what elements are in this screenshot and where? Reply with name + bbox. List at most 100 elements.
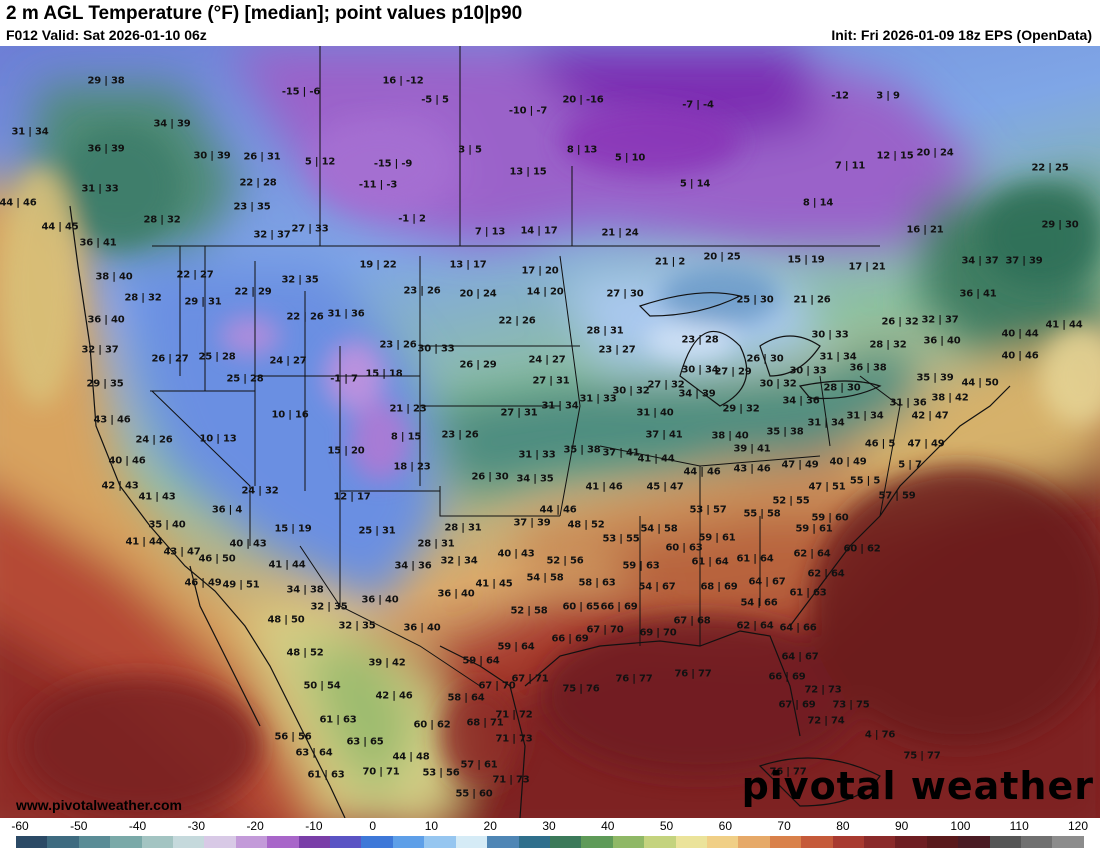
colorbar-swatch	[769, 836, 802, 848]
point-value: 62 | 64	[736, 620, 774, 632]
point-value: 24 | 32	[241, 485, 279, 497]
point-value: 28 | 31	[586, 325, 624, 337]
point-value: 24 | 27	[269, 355, 307, 367]
point-value: 48 | 50	[267, 614, 305, 626]
point-value: 32 | 35	[281, 274, 319, 286]
point-value: 55 | 5	[849, 475, 881, 487]
point-value: 37 | 39	[513, 517, 551, 529]
point-value: 7 | 13	[474, 226, 506, 238]
point-value: 34 | 36	[782, 395, 820, 407]
point-value: 12 | 17	[333, 491, 371, 503]
point-value: 46 | 5	[864, 438, 896, 450]
point-value: 56 | 56	[274, 731, 312, 743]
colorbar-swatch	[1021, 836, 1053, 848]
point-value: 26 | 27	[151, 353, 189, 365]
point-value: 69 | 70	[639, 627, 677, 639]
website-label[interactable]: www.pivotalweather.com	[16, 797, 182, 813]
point-value: 54 | 66	[740, 597, 778, 609]
point-value: 36 | 4	[211, 504, 243, 516]
colorbar-tick: 90	[894, 819, 909, 833]
point-value: 60 | 62	[413, 719, 451, 731]
point-value: 59 | 63	[622, 560, 660, 572]
point-value: 71 | 73	[492, 774, 530, 786]
point-value: 57 | 59	[878, 490, 916, 502]
point-value: 76 | 77	[769, 766, 807, 778]
point-value: 70 | 71	[362, 766, 400, 778]
colorbar-swatch	[141, 836, 174, 848]
colorbar-tick: 0	[369, 819, 376, 833]
point-value: 14 | 17	[520, 225, 558, 237]
init-time: Init: Fri 2026-01-09 18z EPS (OpenData)	[831, 27, 1092, 43]
point-value: 5 | 14	[679, 178, 711, 190]
point-value: 5 | 12	[304, 156, 336, 168]
point-value: 28 | 30	[823, 382, 861, 394]
colorbar-swatch	[47, 836, 79, 848]
point-value: 24 | 26	[135, 434, 173, 446]
point-value: 47 | 49	[781, 459, 819, 471]
point-value: 8 | 15	[390, 431, 422, 443]
point-value: 34 | 39	[678, 388, 716, 400]
point-value: 43 | 47	[163, 546, 201, 558]
point-value: 38 | 40	[95, 271, 133, 283]
point-value: 49 | 51	[222, 579, 260, 591]
point-value: 17 | 20	[521, 265, 559, 277]
point-value: 8 | 14	[802, 197, 834, 209]
point-value: 23 | 26	[379, 339, 417, 351]
point-value: 23 | 26	[441, 429, 479, 441]
point-value: 31 | 34	[846, 410, 884, 422]
point-value: 5 | 7	[898, 459, 922, 471]
colorbar-swatch	[173, 836, 205, 848]
colorbar-swatch	[675, 836, 707, 848]
point-value: 54 | 58	[526, 572, 564, 584]
point-value: 15 | 18	[365, 368, 403, 380]
point-value: 21 | 23	[389, 403, 427, 415]
point-value: 36 | 40	[403, 622, 441, 634]
colorbar-swatch	[706, 836, 739, 848]
point-value: 27 | 29	[714, 366, 752, 378]
point-value: 62 | 64	[807, 568, 845, 580]
point-value: 40 | 43	[497, 548, 535, 560]
colorbar-tick: 20	[483, 819, 497, 833]
point-value: 34 | 39	[153, 118, 191, 130]
point-value: 31 | 33	[518, 449, 556, 461]
point-value: 18 | 23	[393, 461, 431, 473]
point-value: 32 | 37	[921, 314, 959, 326]
point-value: 76 | 77	[674, 668, 712, 680]
point-value: 55 | 60	[455, 788, 493, 800]
point-value: 54 | 58	[640, 523, 678, 535]
point-value: 13 | 17	[449, 259, 487, 271]
point-value: 8 | 13	[566, 144, 598, 156]
point-value: 40 | 43	[229, 538, 267, 550]
colorbar-tick: 40	[601, 819, 615, 833]
colorbar-swatch	[581, 836, 613, 848]
colorbar-tick: -60	[11, 819, 29, 833]
colorbar-swatch	[424, 836, 456, 848]
point-value: 34 | 36	[394, 560, 432, 572]
point-value: 36 | 41	[79, 237, 117, 249]
point-value: 31 | 36	[889, 397, 927, 409]
point-value: 10 | 16	[271, 409, 309, 421]
point-value: 36 | 38	[849, 362, 887, 374]
point-value: 20 | 24	[459, 288, 497, 300]
point-value: -1 | 7	[330, 373, 358, 385]
point-value: 64 | 66	[779, 622, 817, 634]
colorbar-swatch	[801, 836, 833, 848]
point-value: 52 | 58	[510, 605, 548, 617]
point-value: 53 | 57	[689, 504, 727, 516]
point-value: 39 | 41	[733, 443, 771, 455]
point-value: 67 | 68	[673, 615, 711, 627]
point-value: 25 | 28	[198, 351, 236, 363]
point-value: 40 | 44	[1001, 328, 1039, 340]
point-value: 71 | 72	[495, 709, 533, 721]
colorbar-swatch	[267, 836, 299, 848]
point-value: 64 | 67	[748, 576, 786, 588]
colorbar-tick: -30	[187, 819, 205, 833]
point-value: -10 | -7	[508, 105, 548, 117]
point-value: 4 | 76	[864, 729, 896, 741]
colorbar-swatch	[235, 836, 268, 848]
point-value: 22 | 29	[234, 286, 272, 298]
colorbar-swatch	[78, 836, 111, 848]
point-value: 46 | 49	[184, 577, 222, 589]
point-value: 52 | 55	[772, 495, 810, 507]
point-value: 34 | 37	[961, 255, 999, 267]
